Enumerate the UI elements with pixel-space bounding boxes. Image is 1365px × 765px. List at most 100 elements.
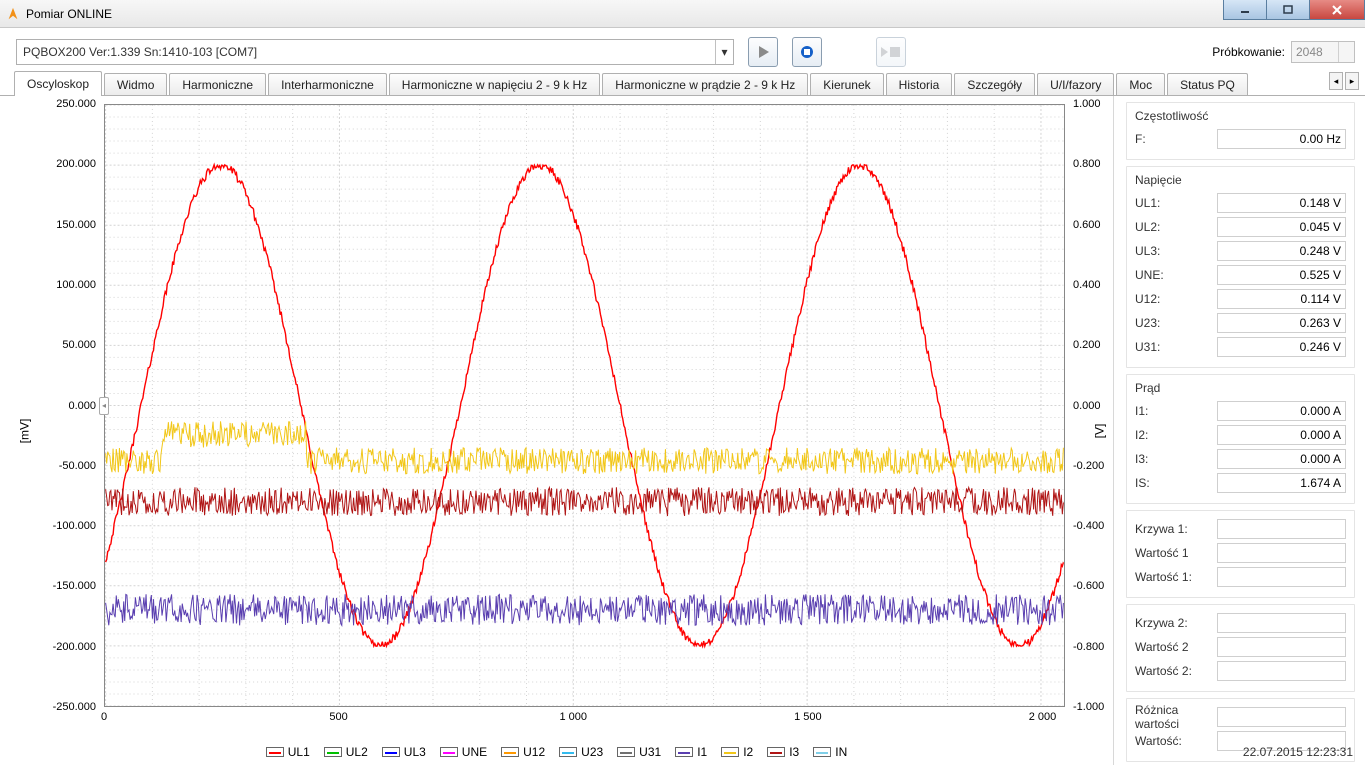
group: Krzywa 2: Wartość 2 Wartość 2: [1126,604,1355,692]
value-row: U23:0.263 V [1135,311,1346,335]
value-row: Krzywa 2: [1135,611,1346,635]
legend-swatch [559,747,577,757]
ytick-right: -0.600 [1069,580,1104,592]
ytick-right: -0.400 [1069,520,1104,532]
row-label: Wartość 1 [1135,546,1211,560]
row-label: Wartość 2 [1135,640,1211,654]
xtick: 0 [101,711,107,723]
row-label: Wartość 1: [1135,570,1211,584]
row-label: UL2: [1135,220,1211,234]
window-title: Pomiar ONLINE [26,7,112,21]
ytick-right: -1.000 [1069,701,1104,713]
ytick-left: -150.000 [53,580,100,592]
ytick-right: 0.200 [1069,339,1101,351]
legend-item[interactable]: U12 [501,745,545,759]
row-label: Wartość 2: [1135,664,1211,678]
ytick-left: 150.000 [56,219,100,231]
row-value: 0.248 V [1217,241,1346,261]
legend-swatch [382,747,400,757]
legend-label: UL3 [404,745,426,759]
legend-swatch [266,747,284,757]
legend-item[interactable]: UL1 [266,745,310,759]
legend-item[interactable]: I1 [675,745,707,759]
plot-nav-left[interactable]: ◂ [99,397,109,415]
oscilloscope-plot[interactable]: ◂ [104,104,1065,707]
row-label: Różnica wartości [1135,703,1211,731]
group: NapięcieUL1:0.148 VUL2:0.045 VUL3:0.248 … [1126,166,1355,368]
legend-item[interactable]: I3 [767,745,799,759]
legend-item[interactable]: UL2 [324,745,368,759]
legend-label: UL1 [288,745,310,759]
legend-item[interactable]: U23 [559,745,603,759]
value-row: I3:0.000 A [1135,447,1346,471]
ytick-right: 0.400 [1069,279,1101,291]
tab-moc[interactable]: Moc [1116,73,1165,95]
chevron-down-icon: ▾ [715,40,733,64]
tab-status-pq[interactable]: Status PQ [1167,73,1248,95]
tab-harmoniczne-w-pr-dzie-2-9-k-hz[interactable]: Harmoniczne w prądzie 2 - 9 k Hz [602,73,808,95]
legend-item[interactable]: UL3 [382,745,426,759]
legend-swatch [721,747,739,757]
row-label: Krzywa 2: [1135,616,1211,630]
legend-label: IN [835,745,847,759]
tab-oscyloskop[interactable]: Oscyloskop [14,71,102,95]
tab-scroll[interactable]: ◂▸ [1329,72,1359,90]
ytick-right: 0.600 [1069,219,1101,231]
ytick-right: -0.200 [1069,460,1104,472]
row-value [1217,543,1346,563]
row-value [1217,567,1346,587]
legend-swatch [324,747,342,757]
window-close-button[interactable] [1309,0,1365,20]
legend-item[interactable]: I2 [721,745,753,759]
tab-widmo[interactable]: Widmo [104,73,167,95]
value-row: Wartość 1 [1135,541,1346,565]
ytick-left: -250.000 [53,701,100,713]
timestamp: 22.07.2015 12:23:31 [1243,745,1353,759]
legend-item[interactable]: UNE [440,745,487,759]
ytick-right: -0.800 [1069,641,1104,653]
legend-item[interactable]: U31 [617,745,661,759]
legend-swatch [675,747,693,757]
value-row: UNE:0.525 V [1135,263,1346,287]
value-row: F: 0.00 Hz [1135,127,1346,151]
window-maximize-button[interactable] [1266,0,1310,20]
row-label: UNE: [1135,268,1211,282]
legend: UL1 UL2 UL3 UNE U12 U23 U31 I1 I2 I3 IN [0,745,1113,759]
group-title: Prąd [1135,381,1346,395]
tab-historia[interactable]: Historia [886,73,953,95]
group: PrądI1:0.000 AI2:0.000 AI3:0.000 AIS:1.6… [1126,374,1355,504]
value-row: UL1:0.148 V [1135,191,1346,215]
tab-szczeg-y[interactable]: Szczegóły [954,73,1035,95]
tab-bar: OscyloskopWidmoHarmoniczneInterharmonicz… [0,72,1365,96]
tab-kierunek[interactable]: Kierunek [810,73,883,95]
legend-label: U31 [639,745,661,759]
app-icon [6,7,20,21]
row-value: 0.263 V [1217,313,1346,333]
row-label: I2: [1135,428,1211,442]
legend-swatch [813,747,831,757]
row-value [1217,613,1346,633]
xtick: 500 [329,711,347,723]
row-label: F: [1135,132,1211,146]
sampling-input[interactable]: 2048 [1291,41,1355,63]
tab-harmoniczne-w-napi-ciu-2-9-k-hz[interactable]: Harmoniczne w napięciu 2 - 9 k Hz [389,73,600,95]
play-button[interactable] [748,37,778,67]
tab-interharmoniczne[interactable]: Interharmoniczne [268,73,387,95]
window-titlebar: Pomiar ONLINE [0,0,1365,28]
value-row: UL2:0.045 V [1135,215,1346,239]
row-value: 0.00 Hz [1217,129,1346,149]
value-row: UL3:0.248 V [1135,239,1346,263]
value-row: Wartość 2: [1135,659,1346,683]
ytick-left: 50.000 [62,339,100,351]
ytick-left: -100.000 [53,520,100,532]
stop-button[interactable] [792,37,822,67]
row-value: 0.114 V [1217,289,1346,309]
tab-u-i-fazory[interactable]: U/I/fazory [1037,73,1114,95]
value-row: Wartość 2 [1135,635,1346,659]
row-value [1217,707,1346,727]
device-combo[interactable]: PQBOX200 Ver:1.339 Sn:1410-103 [COM7] ▾ [16,39,734,65]
legend-item[interactable]: IN [813,745,847,759]
window-minimize-button[interactable] [1223,0,1267,20]
tab-harmoniczne[interactable]: Harmoniczne [169,73,266,95]
ytick-left: -50.000 [59,460,100,472]
